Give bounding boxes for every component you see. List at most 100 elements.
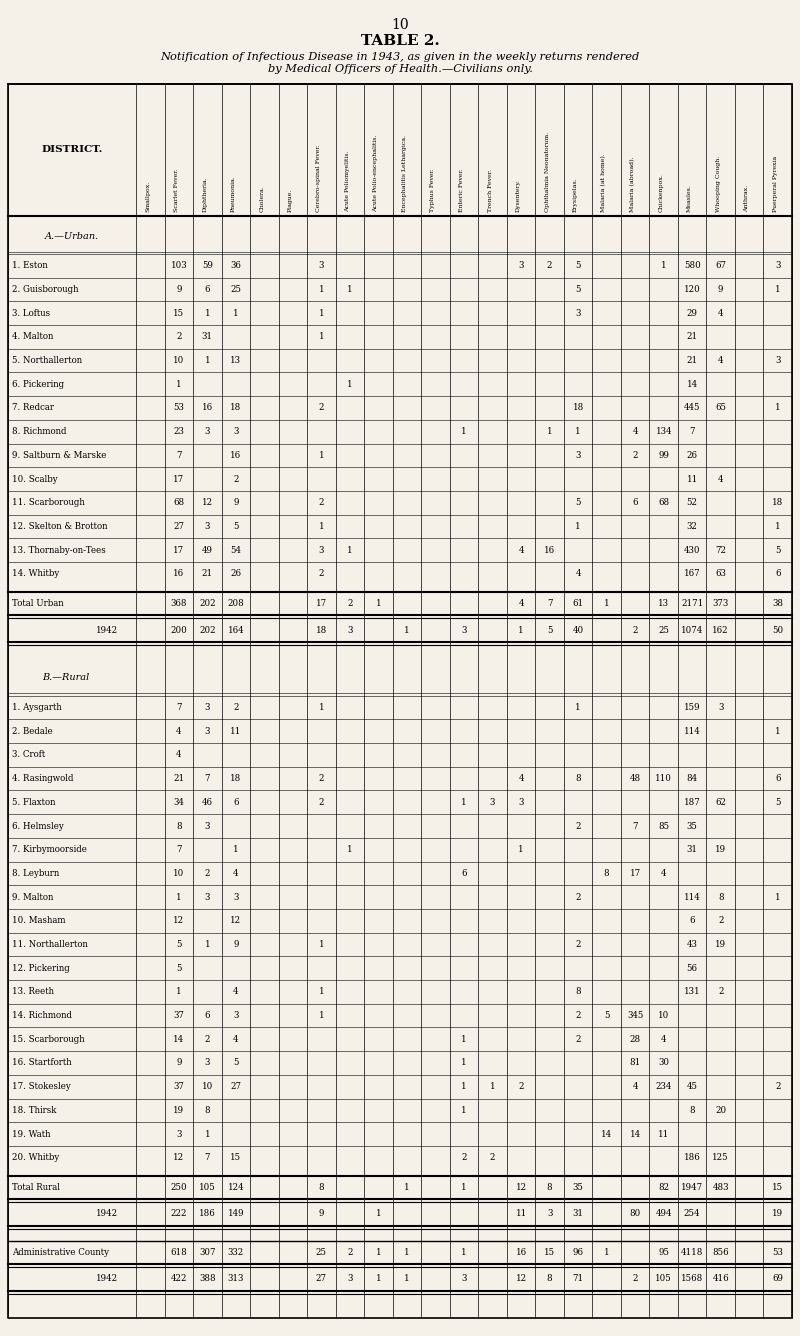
Text: 5: 5 bbox=[575, 262, 581, 270]
Text: 40: 40 bbox=[573, 625, 584, 635]
Text: 1: 1 bbox=[604, 1248, 610, 1257]
Text: 61: 61 bbox=[573, 599, 584, 608]
Text: 12: 12 bbox=[515, 1275, 526, 1284]
Text: 63: 63 bbox=[715, 569, 726, 578]
Text: 1: 1 bbox=[205, 309, 210, 318]
Text: 85: 85 bbox=[658, 822, 670, 831]
Text: 16: 16 bbox=[174, 569, 184, 578]
Text: 3: 3 bbox=[233, 1011, 238, 1021]
Text: 13: 13 bbox=[658, 599, 669, 608]
Text: 6: 6 bbox=[775, 569, 781, 578]
Text: 8: 8 bbox=[546, 1275, 552, 1284]
Text: 149: 149 bbox=[227, 1209, 244, 1218]
Text: 307: 307 bbox=[199, 1248, 215, 1257]
Text: 14. Whitby: 14. Whitby bbox=[12, 569, 59, 578]
Text: TABLE 2.: TABLE 2. bbox=[361, 33, 439, 48]
Text: 1: 1 bbox=[176, 379, 182, 389]
Text: Dysentery.: Dysentery. bbox=[516, 179, 521, 212]
Text: 187: 187 bbox=[684, 798, 701, 807]
Text: 254: 254 bbox=[684, 1209, 701, 1218]
Text: 2. Bedale: 2. Bedale bbox=[12, 727, 53, 736]
Text: 36: 36 bbox=[230, 262, 242, 270]
Text: Total Urban: Total Urban bbox=[12, 599, 64, 608]
Text: 186: 186 bbox=[199, 1209, 216, 1218]
Text: 2: 2 bbox=[318, 569, 324, 578]
Text: 1: 1 bbox=[318, 987, 324, 997]
Text: 3: 3 bbox=[205, 727, 210, 736]
Text: 4: 4 bbox=[233, 987, 238, 997]
Text: 2: 2 bbox=[233, 474, 238, 484]
Text: 7: 7 bbox=[176, 703, 182, 712]
Text: 2: 2 bbox=[775, 1082, 781, 1092]
Text: 28: 28 bbox=[630, 1035, 641, 1043]
Text: 3: 3 bbox=[176, 1130, 182, 1138]
Text: 1: 1 bbox=[661, 262, 666, 270]
Text: 2: 2 bbox=[176, 333, 182, 342]
Text: 1: 1 bbox=[575, 428, 581, 436]
Text: 4: 4 bbox=[518, 774, 524, 783]
Text: 1: 1 bbox=[318, 703, 324, 712]
Text: 8: 8 bbox=[690, 1106, 695, 1116]
Text: 54: 54 bbox=[230, 545, 242, 554]
Text: Enteric Fever.: Enteric Fever. bbox=[459, 168, 464, 212]
Text: 3: 3 bbox=[233, 428, 238, 436]
Text: 71: 71 bbox=[573, 1275, 584, 1284]
Text: 5: 5 bbox=[575, 285, 581, 294]
Text: 50: 50 bbox=[772, 625, 783, 635]
Text: 18: 18 bbox=[573, 403, 584, 413]
Text: 10. Masham: 10. Masham bbox=[12, 916, 66, 926]
Text: 3: 3 bbox=[205, 522, 210, 530]
Text: 2: 2 bbox=[575, 941, 581, 949]
Text: 1: 1 bbox=[318, 522, 324, 530]
Text: 27: 27 bbox=[230, 1082, 242, 1092]
Text: 18: 18 bbox=[230, 774, 242, 783]
Text: 17: 17 bbox=[316, 599, 327, 608]
Text: 65: 65 bbox=[715, 403, 726, 413]
Text: 131: 131 bbox=[684, 987, 701, 997]
Text: 4118: 4118 bbox=[681, 1248, 703, 1257]
Text: 25: 25 bbox=[316, 1248, 327, 1257]
Text: 3: 3 bbox=[318, 545, 324, 554]
Text: 5: 5 bbox=[604, 1011, 610, 1021]
Text: 11: 11 bbox=[230, 727, 242, 736]
Text: 9: 9 bbox=[176, 1058, 182, 1067]
Text: 8: 8 bbox=[604, 868, 610, 878]
Text: 103: 103 bbox=[170, 262, 187, 270]
Text: 9: 9 bbox=[233, 498, 238, 508]
Text: 1: 1 bbox=[404, 1182, 410, 1192]
Text: Cerebro-spinal Fever.: Cerebro-spinal Fever. bbox=[316, 144, 322, 212]
Text: 12: 12 bbox=[515, 1182, 526, 1192]
Text: 5. Flaxton: 5. Flaxton bbox=[12, 798, 55, 807]
Text: 3: 3 bbox=[775, 262, 781, 270]
Text: 12. Skelton & Brotton: 12. Skelton & Brotton bbox=[12, 522, 107, 530]
Text: 167: 167 bbox=[684, 569, 701, 578]
Text: 1: 1 bbox=[518, 625, 524, 635]
Text: Acute Polio-encephalitis.: Acute Polio-encephalitis. bbox=[374, 135, 378, 212]
Text: Erysipelas.: Erysipelas. bbox=[573, 178, 578, 212]
Text: 4: 4 bbox=[176, 727, 182, 736]
Text: 222: 222 bbox=[170, 1209, 187, 1218]
Text: 114: 114 bbox=[684, 727, 701, 736]
Text: 1: 1 bbox=[404, 1275, 410, 1284]
Text: 21: 21 bbox=[686, 333, 698, 342]
Text: 8. Richmond: 8. Richmond bbox=[12, 428, 66, 436]
Text: 53: 53 bbox=[174, 403, 184, 413]
Text: 125: 125 bbox=[712, 1153, 729, 1162]
Text: 1: 1 bbox=[775, 892, 781, 902]
Text: 1: 1 bbox=[205, 941, 210, 949]
Text: Malaria (abroad).: Malaria (abroad). bbox=[630, 156, 635, 212]
Text: 494: 494 bbox=[655, 1209, 672, 1218]
Text: 2: 2 bbox=[632, 1275, 638, 1284]
Text: 8: 8 bbox=[205, 1106, 210, 1116]
Text: 2: 2 bbox=[462, 1153, 466, 1162]
Text: 1: 1 bbox=[318, 333, 324, 342]
Text: 2: 2 bbox=[632, 625, 638, 635]
Text: 11: 11 bbox=[686, 474, 698, 484]
Text: 17. Stokesley: 17. Stokesley bbox=[12, 1082, 70, 1092]
Text: 2: 2 bbox=[547, 262, 552, 270]
Text: 2: 2 bbox=[205, 1035, 210, 1043]
Text: Trench Fever.: Trench Fever. bbox=[487, 168, 493, 212]
Text: 1: 1 bbox=[318, 1011, 324, 1021]
Text: 3: 3 bbox=[718, 703, 723, 712]
Text: 430: 430 bbox=[684, 545, 701, 554]
